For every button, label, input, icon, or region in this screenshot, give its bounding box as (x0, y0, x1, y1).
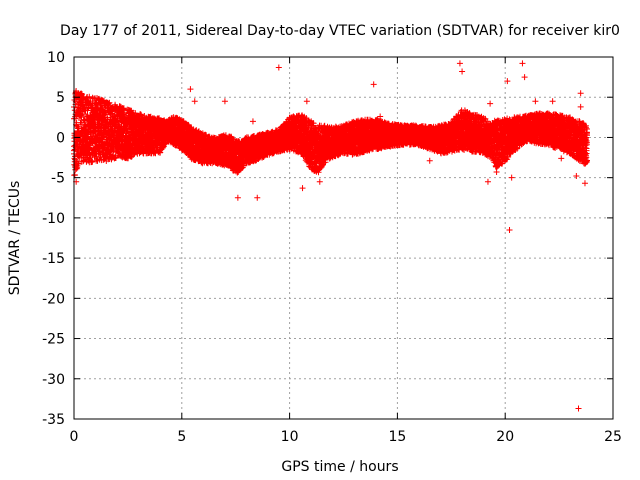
data-point (75, 90, 82, 97)
data-point (573, 173, 580, 180)
y-tick-label: -10 (42, 211, 65, 227)
data-point (426, 157, 433, 164)
x-tick-label: 0 (70, 429, 79, 445)
data-point (275, 64, 282, 71)
axis-ticks (73, 56, 614, 420)
x-axis-label: GPS time / hours (281, 459, 398, 475)
data-point (487, 100, 494, 107)
y-tick-label: 0 (56, 130, 65, 146)
data-point (299, 185, 306, 192)
data-point (303, 98, 310, 105)
data-point (234, 194, 241, 201)
y-axis-label: SDTVAR / TECUs (7, 181, 23, 296)
data-point (202, 156, 209, 163)
data-point (370, 81, 377, 88)
data-point (254, 194, 261, 201)
data-point (377, 113, 384, 120)
plot-frame (73, 56, 614, 420)
y-tick-label: -20 (42, 291, 65, 307)
grid-lines (74, 57, 613, 419)
x-tick-label: 10 (281, 429, 299, 445)
data-point (484, 178, 491, 185)
data-point (191, 98, 198, 105)
data-point (521, 74, 528, 81)
data-point (493, 169, 500, 176)
x-tick-label: 25 (604, 429, 622, 445)
data-point (577, 90, 584, 97)
y-tick-label: 5 (56, 90, 65, 106)
x-tick-label: 20 (496, 429, 514, 445)
y-tick-label: 10 (47, 50, 65, 66)
x-tick-label: 15 (388, 429, 406, 445)
data-points (71, 60, 590, 412)
data-point (549, 98, 556, 105)
y-tick-label: -25 (42, 332, 65, 348)
data-point (575, 405, 582, 412)
data-point (519, 60, 526, 67)
data-point (316, 178, 323, 185)
data-point (221, 98, 228, 105)
data-point (504, 78, 511, 85)
data-point-cloud (71, 88, 590, 179)
data-point (532, 98, 539, 105)
data-point (581, 180, 588, 187)
chart-title: Day 177 of 2011, Sidereal Day-to-day VTE… (60, 23, 620, 39)
y-tick-label: -35 (42, 412, 65, 428)
data-point (249, 118, 256, 125)
data-point (456, 60, 463, 67)
x-tick-label: 5 (177, 429, 186, 445)
y-tick-label: -15 (42, 251, 65, 267)
y-tick-label: -30 (42, 372, 65, 388)
data-point (558, 155, 565, 162)
data-point (187, 86, 194, 93)
data-point (508, 174, 515, 181)
data-point (459, 68, 466, 75)
data-point (506, 226, 513, 233)
y-tick-label: -5 (51, 171, 65, 187)
data-point (577, 103, 584, 110)
